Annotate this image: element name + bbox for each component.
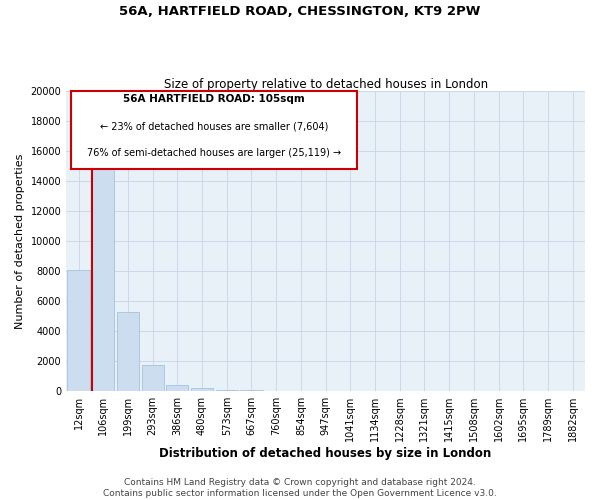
Text: ← 23% of detached houses are smaller (7,604): ← 23% of detached houses are smaller (7,… — [100, 121, 328, 131]
Bar — [241, 390, 263, 391]
Y-axis label: Number of detached properties: Number of detached properties — [15, 154, 25, 328]
Text: 56A, HARTFIELD ROAD, CHESSINGTON, KT9 2PW: 56A, HARTFIELD ROAD, CHESSINGTON, KT9 2P… — [119, 5, 481, 18]
Bar — [191, 388, 213, 391]
Title: Size of property relative to detached houses in London: Size of property relative to detached ho… — [164, 78, 488, 91]
Bar — [215, 390, 238, 391]
Text: 56A HARTFIELD ROAD: 105sqm: 56A HARTFIELD ROAD: 105sqm — [123, 94, 305, 104]
Bar — [166, 385, 188, 391]
Text: 76% of semi-detached houses are larger (25,119) →: 76% of semi-detached houses are larger (… — [87, 148, 341, 158]
Bar — [142, 366, 164, 391]
Text: Contains HM Land Registry data © Crown copyright and database right 2024.
Contai: Contains HM Land Registry data © Crown c… — [103, 478, 497, 498]
Bar — [117, 312, 139, 391]
X-axis label: Distribution of detached houses by size in London: Distribution of detached houses by size … — [160, 447, 492, 460]
Bar — [67, 270, 89, 391]
FancyBboxPatch shape — [71, 91, 357, 169]
Bar — [92, 142, 115, 391]
